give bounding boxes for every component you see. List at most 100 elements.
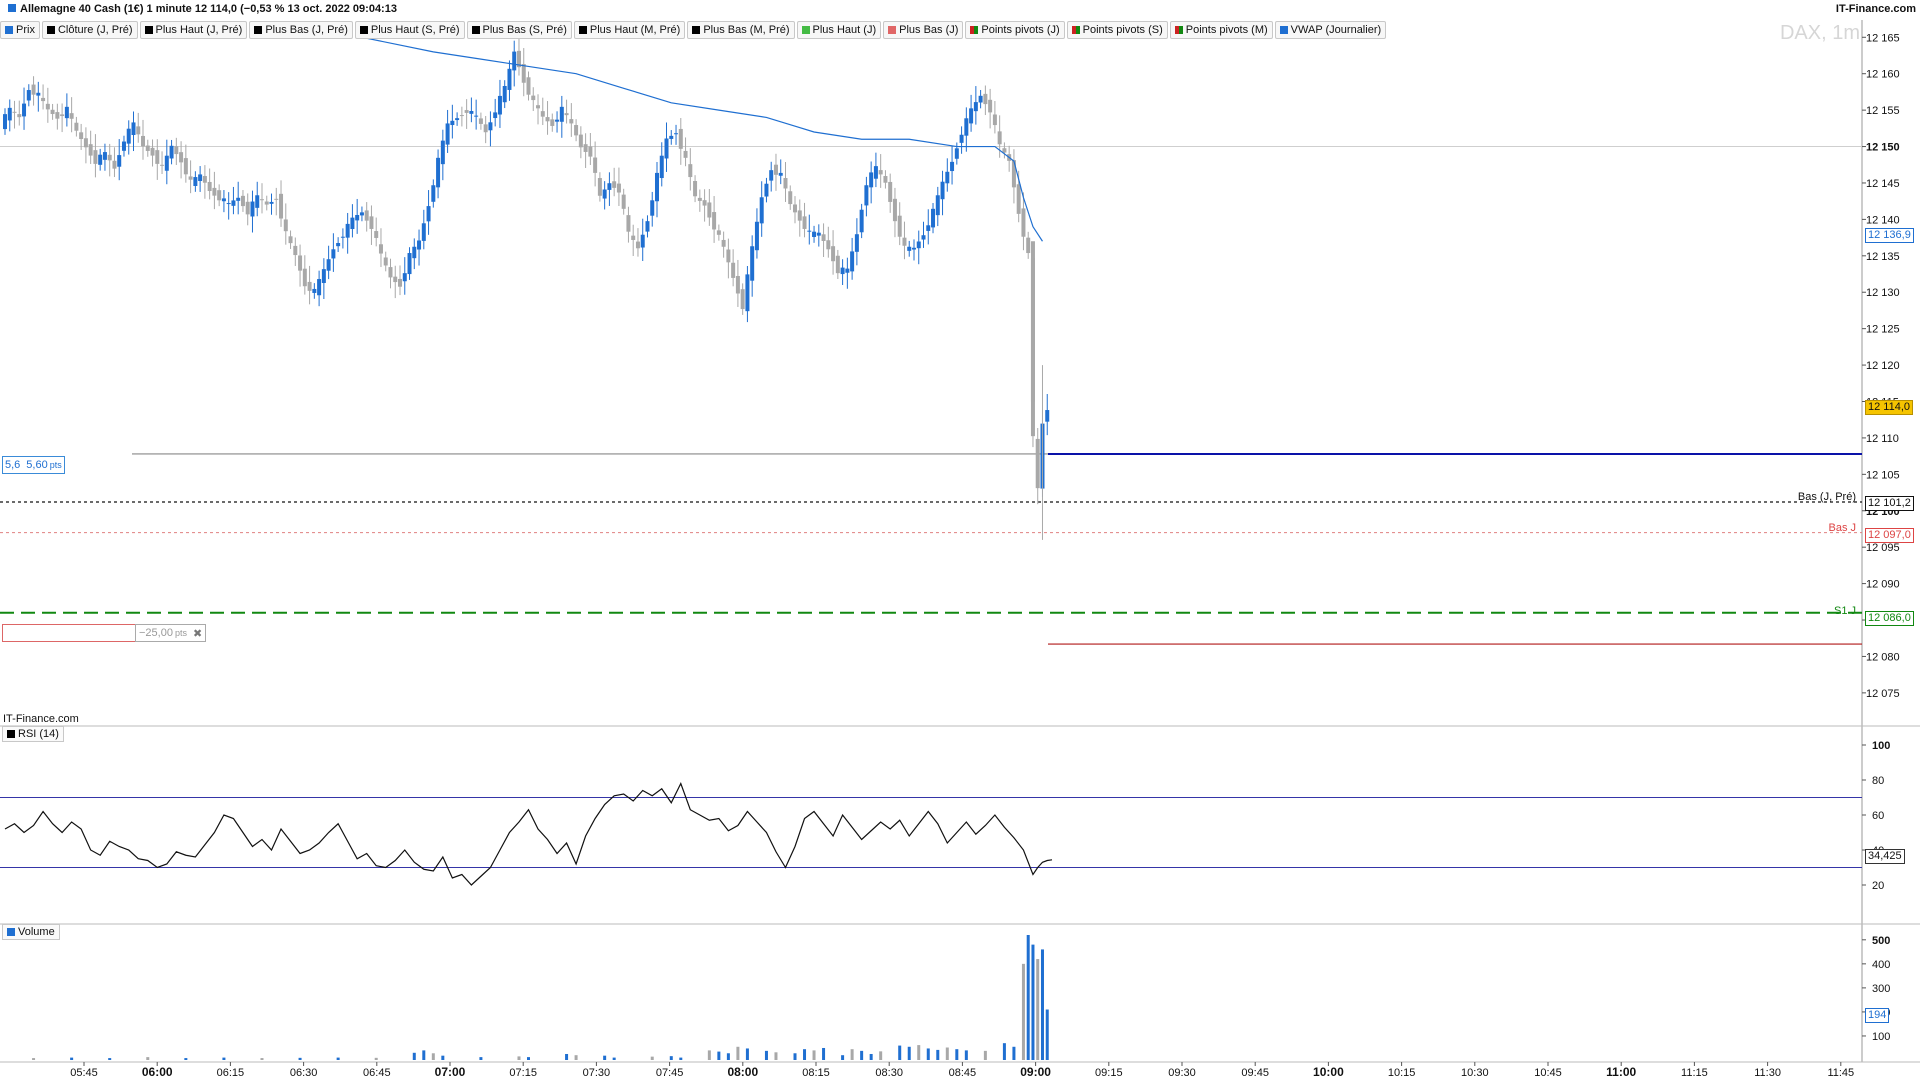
rsi-value-tag: 34,425 (1865, 849, 1905, 864)
time-tick-label: 10:00 (1313, 1065, 1344, 1079)
legend-item[interactable]: Points pivots (M) (1169, 21, 1273, 39)
candle-body (478, 118, 483, 124)
candle-body (459, 115, 464, 117)
black-square-icon (578, 26, 587, 34)
measure-bar-bottom[interactable] (2, 624, 136, 642)
candle-body (607, 183, 612, 190)
candle-body (388, 267, 393, 278)
volume-bar (983, 1050, 987, 1060)
candle-body (369, 216, 374, 229)
volume-bar (422, 1050, 426, 1060)
blue-square-icon (5, 26, 13, 34)
legend-item[interactable]: Plus Haut (J) (796, 21, 882, 39)
measure-box-top[interactable]: 5,6 5,60 pts (2, 456, 65, 474)
candle-body (55, 112, 60, 119)
legend-label: Plus Bas (J) (899, 24, 959, 36)
time-tick-label: 08:00 (727, 1065, 758, 1079)
volume-bar (812, 1050, 816, 1060)
candle-body (45, 103, 50, 110)
candle-body (978, 95, 983, 103)
candle-body (1035, 438, 1040, 489)
candle-body (793, 204, 798, 213)
candle-body (864, 185, 869, 206)
volume-bar (1045, 1009, 1049, 1060)
candle-body (183, 158, 188, 175)
black-square-icon (692, 26, 701, 34)
s1-j-price-tag: 12 086,0 (1865, 611, 1914, 626)
candle-body (688, 164, 693, 178)
bas-j-price-tag: 12 097,0 (1865, 528, 1914, 543)
rsi-panel-label[interactable]: RSI (14) (2, 726, 64, 742)
legend-item[interactable]: Points pivots (J) (965, 21, 1065, 39)
candle-body (207, 181, 212, 192)
black-square-icon (359, 26, 368, 34)
price-tick-label: 12 165 (1866, 32, 1900, 44)
candle-body (383, 257, 388, 266)
rsi-tick-label: 80 (1872, 775, 1884, 787)
candle-body (845, 268, 850, 273)
legend-item[interactable]: Plus Bas (M, Pré) (687, 21, 795, 39)
time-tick-label: 09:30 (1168, 1067, 1196, 1079)
candle-body (145, 145, 150, 151)
volume-bar (1012, 1046, 1016, 1060)
indicator-legend: Prix Clôture (J, Pré) Plus Haut (J, Pré) Pl… (0, 21, 1387, 39)
volume-bar (907, 1046, 911, 1060)
candle-body (831, 246, 836, 262)
candle-body (835, 255, 840, 274)
legend-item[interactable]: Points pivots (S) (1066, 21, 1168, 39)
candle-body (60, 114, 65, 117)
black-square-icon (144, 26, 153, 34)
candle-body (807, 230, 812, 232)
legend-item[interactable]: Plus Bas (J) (883, 21, 964, 39)
legend-item[interactable]: Prix (0, 21, 40, 39)
legend-label: Plus Haut (M, Pré) (589, 24, 681, 36)
price-tick-label: 12 150 (1866, 142, 1900, 154)
price-tick-label: 12 120 (1866, 360, 1900, 372)
candle-body (797, 210, 802, 221)
volume-bar (70, 1057, 74, 1060)
volume-bar (108, 1058, 112, 1060)
legend-item[interactable]: Plus Bas (J, Pré) (249, 21, 353, 39)
legend-item[interactable]: VWAP (Journalier) (1274, 21, 1387, 39)
volume-bar (736, 1046, 740, 1060)
candle-body (69, 113, 74, 119)
measure-value-short: 5,6 (5, 459, 21, 471)
volume-bar (374, 1057, 378, 1060)
candle-body (240, 195, 245, 207)
price-tick-label: 12 105 (1866, 469, 1900, 481)
price-tick-label: 12 155 (1866, 105, 1900, 117)
legend-item[interactable]: Plus Haut (J, Pré) (139, 21, 248, 39)
legend-item[interactable]: Clôture (J, Pré) (41, 21, 138, 39)
close-icon[interactable]: ✖ (192, 627, 203, 640)
s1-j-label: S1 J (1833, 605, 1856, 617)
red-square-icon (888, 26, 897, 34)
candle-body (926, 225, 931, 231)
volume-panel-label[interactable]: Volume (2, 924, 60, 940)
pivot-icon (1071, 26, 1080, 34)
candle-body (935, 195, 940, 216)
pivot-icon (1174, 26, 1183, 34)
rsi-line (4, 781, 1053, 886)
volume-bar (574, 1055, 578, 1060)
volume-bar (222, 1057, 226, 1060)
candle-body (250, 201, 255, 217)
candle-body (36, 92, 41, 96)
legend-item[interactable]: Plus Bas (S, Pré) (466, 21, 572, 39)
candle-body (293, 245, 298, 256)
legend-label: Prix (16, 24, 35, 36)
time-tick-label: 06:45 (363, 1067, 391, 1079)
legend-item[interactable]: Plus Haut (M, Pré) (573, 21, 686, 39)
candle-body (602, 189, 607, 199)
measure-box-bottom[interactable]: −25,00 pts ✖ (135, 624, 207, 642)
volume-bar (822, 1047, 826, 1060)
price-tick-label: 12 110 (1866, 433, 1899, 445)
candle-body (559, 106, 564, 122)
legend-item[interactable]: Plus Haut (S, Pré) (354, 21, 465, 39)
candle-body (931, 208, 936, 228)
volume-tick-label: 400 (1872, 959, 1890, 971)
candle-body (131, 122, 136, 136)
time-tick-label: 07:45 (656, 1067, 684, 1079)
candle-body (150, 147, 155, 156)
candle-body (683, 150, 688, 158)
